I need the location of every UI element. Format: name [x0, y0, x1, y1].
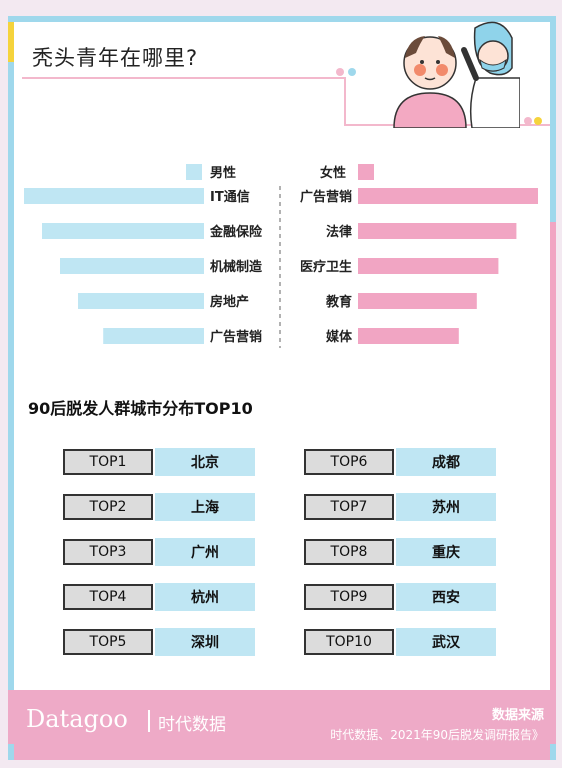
legend-female-label: 女性 [320, 165, 346, 181]
title-divider [344, 77, 346, 125]
rank-label-10: TOP10 [304, 629, 394, 655]
city-label-4: 杭州 [155, 583, 255, 611]
frame-right-pink-border [550, 222, 556, 690]
male-bar-3 [60, 258, 204, 274]
footer: Datagoo 时代数据 数据来源 时代数据、2021年90后脱发调研报告》 [8, 690, 556, 760]
female-category-label-1: 广告营销 [300, 189, 352, 205]
city-label-2: 上海 [155, 493, 255, 521]
male-category-label-1: IT通信 [210, 189, 250, 205]
male-bar-1 [24, 188, 204, 204]
brand-name-cn: 时代数据 [158, 715, 226, 735]
male-bar-2 [42, 223, 204, 239]
male-category-label-5: 广告营销 [210, 329, 262, 345]
city-label-7: 苏州 [396, 493, 496, 521]
source-title: 数据来源 [491, 708, 544, 723]
decor-dot-yellow [534, 117, 542, 125]
rank-label-3: TOP3 [63, 539, 153, 565]
legend: 男性 女性 [186, 164, 374, 181]
female-category-label-4: 教育 [325, 294, 352, 310]
frame-top-border [8, 16, 556, 22]
female-bar-2 [358, 223, 517, 239]
rank-label-7: TOP7 [304, 494, 394, 520]
male-bar-5 [103, 328, 204, 344]
decor-dot-blue [348, 68, 356, 76]
rank-label-4: TOP4 [63, 584, 153, 610]
rank-label-5: TOP5 [63, 629, 153, 655]
frame-left-yellow-accent [8, 22, 14, 62]
footer-right-accent [550, 744, 556, 760]
top10-title: 90后脱发人群城市分布TOP10 [28, 399, 253, 418]
frame-left-border [8, 62, 14, 690]
doctor-patient-illustration [393, 21, 520, 128]
content-card: 秃头青年在哪里? [14, 22, 550, 690]
title-underline [22, 77, 344, 79]
decor-dot-pink [336, 68, 344, 76]
rank-label-1: TOP1 [63, 449, 153, 475]
male-category-label-2: 金融保险 [209, 224, 263, 240]
city-label-6: 成都 [396, 448, 496, 476]
frame-right-blue-border [550, 22, 556, 222]
decor-dot-pink-2 [524, 117, 532, 125]
city-label-1: 北京 [155, 448, 255, 476]
female-bar-4 [358, 293, 477, 309]
city-label-5: 深圳 [155, 628, 255, 656]
legend-female-swatch [358, 164, 374, 180]
legend-male-swatch [186, 164, 202, 180]
page-title: 秃头青年在哪里? [32, 46, 199, 70]
female-bar-3 [358, 258, 499, 274]
source-text: 时代数据、2021年90后脱发调研报告》 [330, 728, 544, 742]
male-category-label-4: 房地产 [210, 294, 249, 310]
male-category-label-3: 机械制造 [210, 259, 263, 275]
female-bar-1 [358, 188, 538, 204]
city-label-10: 武汉 [396, 628, 496, 656]
city-label-8: 重庆 [396, 538, 496, 566]
female-category-label-2: 法律 [326, 224, 352, 240]
male-bar-4 [78, 293, 204, 309]
rank-label-6: TOP6 [304, 449, 394, 475]
brand-separator [148, 710, 150, 732]
legend-male-label: 男性 [210, 165, 236, 181]
city-label-9: 西安 [396, 583, 496, 611]
female-bar-5 [358, 328, 459, 344]
footer-left-accent [8, 744, 14, 760]
female-category-label-5: 媒体 [326, 329, 353, 345]
rank-label-8: TOP8 [304, 539, 394, 565]
city-label-3: 广州 [155, 538, 255, 566]
rank-label-9: TOP9 [304, 584, 394, 610]
rank-label-2: TOP2 [63, 494, 153, 520]
female-category-label-3: 医疗卫生 [300, 259, 352, 275]
brand-logo: Datagoo [26, 705, 128, 733]
